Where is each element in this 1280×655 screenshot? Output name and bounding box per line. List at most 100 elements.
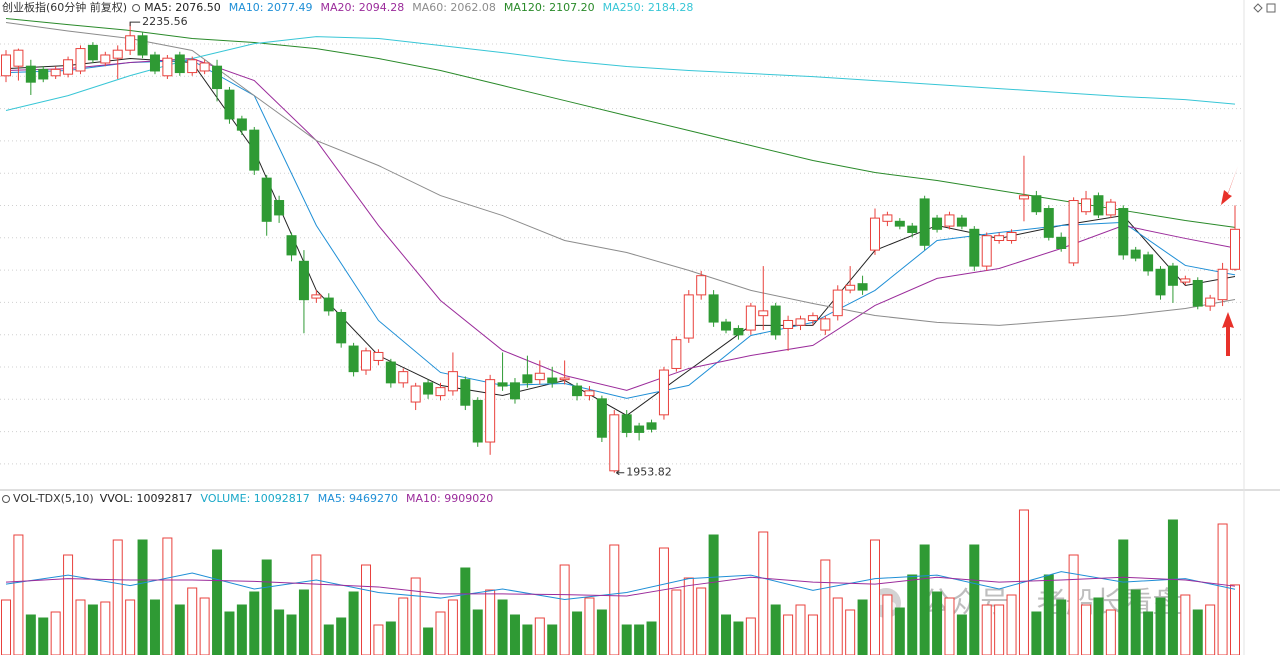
candle-body — [385, 361, 396, 384]
candle-body — [149, 54, 160, 72]
volume-bar — [25, 614, 36, 655]
candle-body — [807, 315, 818, 321]
volume-bar — [274, 609, 285, 655]
volume-bar — [609, 544, 620, 655]
volume-bar — [298, 589, 309, 655]
volume-bar — [820, 559, 831, 655]
candle-body — [485, 379, 496, 443]
volume-bar — [361, 564, 372, 655]
volume-bar — [857, 599, 868, 655]
volume-bar — [63, 554, 74, 655]
volume-bar — [745, 617, 756, 655]
candle-body — [547, 377, 558, 384]
volume-bar — [994, 604, 1005, 655]
red-arrow-up — [1222, 312, 1234, 356]
volume-bar — [845, 609, 856, 655]
moving-average-line — [5, 22, 1236, 326]
volume-bar — [683, 577, 694, 655]
volume-bar — [199, 597, 210, 655]
subtitle: VVOL: 10092817 — [100, 492, 193, 505]
legend-entry: MA10: 2077.49 — [229, 1, 313, 14]
candle-body — [423, 382, 434, 395]
candle-body — [286, 235, 297, 256]
candle-body — [658, 369, 669, 416]
volume-bar — [522, 624, 533, 655]
candle-body — [100, 54, 111, 64]
candle-body — [708, 294, 719, 323]
candle-body — [361, 350, 372, 371]
candle-body — [460, 379, 471, 406]
candle-body — [174, 54, 185, 74]
candle-body — [1143, 254, 1154, 272]
candle-body — [274, 200, 285, 216]
min-label: 1953.82 — [626, 466, 672, 479]
candle-body — [832, 289, 843, 317]
candle-body — [770, 305, 781, 336]
volume-bar — [1130, 589, 1141, 655]
volume-bar — [497, 599, 508, 655]
volume-bar — [944, 597, 955, 655]
candle-body — [236, 118, 247, 131]
candle-body — [187, 59, 198, 74]
volume-bar — [261, 559, 272, 655]
candle-body — [572, 385, 583, 397]
volume-bar — [770, 604, 781, 655]
candle-body — [584, 390, 595, 397]
volume-bar — [696, 587, 707, 655]
candle-body — [447, 371, 458, 392]
settings-icon[interactable] — [1253, 3, 1263, 13]
volume-bar — [956, 614, 967, 655]
candle-body — [956, 217, 967, 227]
candle-body — [733, 327, 744, 336]
candle-body — [621, 414, 632, 433]
indicator-icon — [2, 495, 10, 503]
candle-body — [212, 65, 223, 90]
candle-body — [944, 214, 955, 227]
volume-bar — [969, 544, 980, 655]
volume-bar — [50, 611, 61, 655]
volume-bar — [1155, 597, 1166, 655]
candle-body — [63, 59, 74, 75]
candle-body — [1068, 200, 1079, 264]
volume-bar — [398, 597, 409, 655]
volume-bar — [621, 624, 632, 655]
candle-body — [38, 68, 49, 80]
maximize-icon[interactable] — [1266, 3, 1276, 13]
legend-entry: MA20: 2094.28 — [321, 1, 405, 14]
candle-body — [1230, 228, 1240, 270]
volume-bar — [174, 604, 185, 655]
volume-bar — [75, 599, 86, 655]
volume-bar — [932, 591, 943, 655]
volume-bar — [435, 611, 446, 655]
volume-bar — [559, 564, 570, 655]
chart-title: 创业板指(60分钟 前复权) — [2, 0, 127, 14]
legend-entry: MA5: 9469270 — [318, 492, 398, 505]
candle-body — [1192, 279, 1203, 307]
candle-body — [1093, 195, 1104, 216]
candle-body — [894, 220, 905, 227]
volume-bar — [758, 531, 769, 655]
volume-bar — [1192, 609, 1203, 655]
volume-bar — [224, 611, 235, 655]
candle-body — [509, 382, 520, 400]
candle-body — [25, 65, 36, 83]
candle-body — [994, 235, 1005, 242]
volume-bar — [509, 614, 520, 655]
volume-bar — [311, 554, 322, 655]
volume-bar — [534, 617, 545, 655]
candle-body — [882, 214, 893, 222]
volume-bar — [584, 597, 595, 655]
candle-body — [609, 414, 620, 472]
volume-bar — [149, 599, 160, 655]
candle-body — [1018, 195, 1029, 200]
candle-body — [398, 371, 409, 384]
candle-body — [907, 225, 918, 234]
volume-bar — [472, 609, 483, 655]
volume-bar — [38, 617, 49, 655]
marks: 2235.56 1953.82 创业板指(60分钟 前复权) MA5: 2076.50… — [1, 0, 1240, 655]
candle-body — [249, 129, 260, 171]
candle-body — [199, 62, 210, 72]
candle-body — [1205, 297, 1216, 307]
candle-body — [224, 89, 235, 120]
